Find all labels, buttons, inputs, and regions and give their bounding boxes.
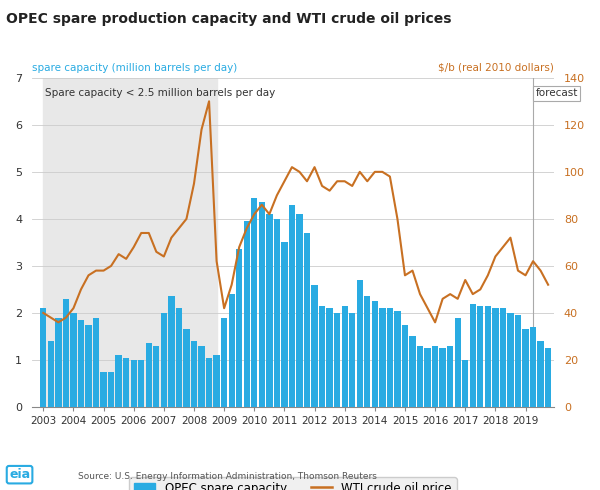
Text: spare capacity (million barrels per day): spare capacity (million barrels per day)	[32, 63, 237, 73]
Bar	[251, 197, 257, 407]
Bar	[206, 358, 212, 407]
Bar	[432, 346, 438, 407]
Bar	[138, 360, 145, 407]
Bar	[93, 318, 99, 407]
Text: Spare capacity < 2.5 million barrels per day: Spare capacity < 2.5 million barrels per…	[45, 88, 275, 98]
Bar	[394, 311, 401, 407]
Bar	[311, 285, 318, 407]
Bar	[334, 313, 340, 407]
Bar	[244, 221, 250, 407]
Text: forecast: forecast	[535, 88, 578, 98]
Bar	[379, 308, 386, 407]
Bar	[523, 329, 529, 407]
Bar	[545, 348, 551, 407]
Text: Source: U.S. Energy Information Administration, Thomson Reuters: Source: U.S. Energy Information Administ…	[78, 472, 377, 481]
Bar	[85, 325, 92, 407]
Bar	[214, 355, 220, 407]
Text: OPEC spare production capacity and WTI crude oil prices: OPEC spare production capacity and WTI c…	[6, 12, 452, 26]
Bar	[485, 306, 491, 407]
Bar	[424, 348, 431, 407]
Bar	[387, 308, 393, 407]
Bar	[47, 341, 54, 407]
Bar	[131, 360, 137, 407]
Bar	[176, 308, 182, 407]
Bar	[259, 202, 265, 407]
Bar	[199, 346, 205, 407]
Bar	[371, 301, 378, 407]
Bar	[43, 78, 217, 407]
Bar	[191, 341, 197, 407]
Bar	[470, 303, 476, 407]
Bar	[153, 346, 160, 407]
Bar	[40, 308, 46, 407]
Bar	[183, 329, 190, 407]
Bar	[319, 306, 325, 407]
Bar	[515, 315, 521, 407]
Bar	[221, 318, 227, 407]
Bar	[146, 343, 152, 407]
Bar	[70, 313, 77, 407]
Bar	[326, 308, 333, 407]
Bar	[349, 313, 355, 407]
Text: $/b (real 2010 dollars): $/b (real 2010 dollars)	[438, 63, 554, 73]
Bar	[364, 296, 370, 407]
Bar	[402, 325, 408, 407]
Bar	[477, 306, 484, 407]
Bar	[115, 355, 122, 407]
Bar	[55, 318, 62, 407]
Bar	[462, 360, 469, 407]
Bar	[161, 313, 167, 407]
Bar	[296, 214, 302, 407]
Bar	[538, 341, 544, 407]
Bar	[123, 358, 130, 407]
Bar	[341, 306, 348, 407]
Y-axis label: spare capacity (million barrels per day): spare capacity (million barrels per day)	[0, 489, 1, 490]
Bar	[78, 320, 84, 407]
Bar	[108, 372, 114, 407]
Bar	[500, 308, 506, 407]
Bar	[492, 308, 499, 407]
Bar	[229, 294, 235, 407]
Bar	[236, 249, 242, 407]
Bar	[274, 219, 280, 407]
Bar	[417, 346, 423, 407]
Bar	[455, 318, 461, 407]
Bar	[530, 327, 536, 407]
Y-axis label: $/b (real 2010 dollars): $/b (real 2010 dollars)	[0, 489, 1, 490]
Bar	[289, 205, 295, 407]
Bar	[447, 346, 454, 407]
Bar	[439, 348, 446, 407]
Bar	[304, 233, 310, 407]
Bar	[409, 337, 416, 407]
Bar	[63, 299, 69, 407]
Bar	[281, 243, 287, 407]
Bar	[100, 372, 107, 407]
Bar	[356, 280, 363, 407]
Bar	[168, 296, 175, 407]
Legend: OPEC spare capacity, WTI crude oil price: OPEC spare capacity, WTI crude oil price	[130, 477, 457, 490]
Bar	[266, 214, 272, 407]
Text: eia: eia	[9, 468, 30, 481]
Bar	[507, 313, 514, 407]
